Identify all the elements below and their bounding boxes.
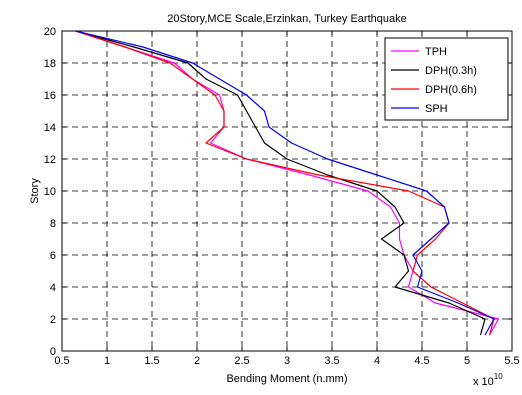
y-tick-label: 0 [50,346,56,358]
legend-label: DPH(0.3h) [425,65,477,77]
x-multiplier-exponent: 10 [494,372,503,381]
chart-title: 20Story,MCE Scale,Erzinkan, Turkey Earth… [167,13,406,25]
x-axis-label: Bending Moment (n.mm) [226,373,347,385]
x-tick-label: 2 [194,355,200,367]
x-tick-label: 1.5 [144,355,159,367]
x-tick-label: 3.5 [324,355,339,367]
legend-label: DPH(0.6h) [425,84,477,96]
y-tick-label: 2 [50,314,56,326]
y-tick-label: 6 [50,250,56,262]
y-tick-label: 16 [44,90,56,102]
x-tick-label: 4 [374,355,380,367]
x-tick-label: 0.5 [54,355,69,367]
y-tick-label: 20 [44,26,56,38]
y-axis-label: Story [29,178,41,204]
x-tick-label: 5 [464,355,470,367]
x-multiplier-base: x 10 [473,376,494,388]
y-tick-label: 18 [44,58,56,70]
x-tick-label: 2.5 [234,355,249,367]
x-tick-label: 4.5 [414,355,429,367]
legend-label: TPH [425,46,447,58]
x-tick-label: 3 [284,355,290,367]
x-tick-label: 5.5 [504,355,519,367]
x-tick-label: 1 [104,355,110,367]
legend: TPH DPH(0.3h) DPH(0.6h) SPH [385,38,508,120]
x-multiplier: x 1010 [473,372,503,388]
y-tick-label: 8 [50,218,56,230]
y-tick-label: 14 [44,122,56,134]
y-tick-label: 12 [44,154,56,166]
y-tick-label: 4 [50,282,56,294]
y-tick-label: 10 [44,186,56,198]
legend-label: SPH [425,103,448,115]
